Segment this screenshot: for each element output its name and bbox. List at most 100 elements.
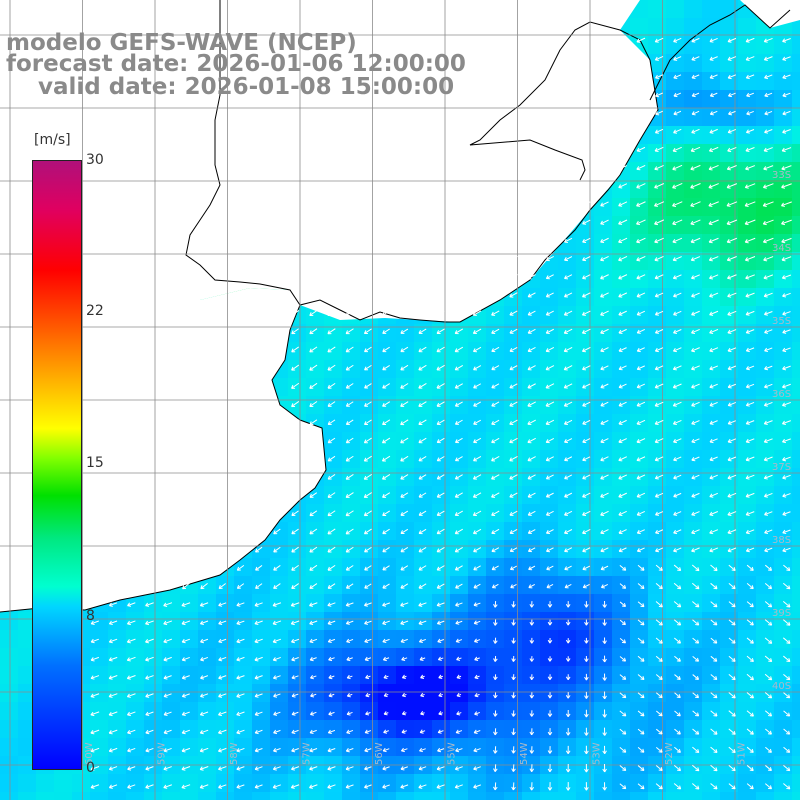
wind-cell [792, 216, 800, 235]
wind-cell [522, 792, 541, 800]
wind-cell [666, 252, 685, 271]
wind-cell [414, 522, 433, 541]
wind-arrow [672, 146, 682, 153]
wind-cell [594, 234, 613, 253]
wind-cell [594, 576, 613, 595]
wind-arrow [563, 201, 573, 207]
wind-arrow [565, 601, 571, 608]
wind-cell [378, 378, 397, 397]
wind-cell [342, 450, 361, 469]
wind-cell [450, 666, 469, 685]
wind-arrow [418, 492, 427, 498]
wind-cell [126, 756, 145, 775]
wind-arrow [709, 329, 719, 335]
wind-cell [666, 612, 685, 631]
wind-arrow [511, 692, 516, 699]
wind-cell [306, 666, 325, 685]
wind-cell [612, 540, 631, 559]
wind-arrow [436, 456, 445, 462]
wind-arrow [619, 637, 626, 644]
wind-arrow [236, 747, 245, 753]
wind-arrow [327, 583, 336, 589]
wind-arrow [200, 656, 209, 662]
wind-arrow [602, 691, 607, 700]
wind-arrow [691, 110, 700, 116]
wind-arrow [309, 492, 318, 498]
wind-arrow [145, 693, 154, 698]
wind-cell [792, 36, 800, 55]
wind-arrow [473, 346, 482, 353]
wind-arrow [728, 728, 736, 735]
wind-arrow [637, 655, 645, 662]
wind-cell [378, 756, 397, 775]
wind-arrow [636, 146, 646, 152]
wind-cell [306, 792, 325, 800]
wind-cell [288, 792, 307, 800]
wind-arrow [472, 510, 482, 517]
wind-arrow [745, 329, 755, 334]
wind-cell [108, 666, 127, 685]
wind-cell [378, 684, 397, 703]
wind-arrow [418, 437, 427, 444]
wind-cell [396, 324, 415, 343]
wind-cell [414, 612, 433, 631]
wind-arrow [746, 564, 754, 571]
wind-arrow [545, 219, 555, 225]
wind-cell [540, 594, 559, 613]
wind-cell [378, 486, 397, 505]
wind-cell [792, 198, 800, 217]
wind-arrow [236, 583, 245, 589]
wind-arrow [291, 346, 300, 353]
wind-cell [684, 180, 703, 199]
wind-arrow [618, 510, 627, 516]
wind-cell [648, 774, 667, 793]
wind-arrow [291, 364, 300, 371]
wind-arrow [200, 582, 208, 590]
wind-arrow [564, 237, 573, 243]
wind-arrow [472, 292, 482, 298]
wind-arrow [764, 311, 773, 316]
wind-arrow [363, 528, 372, 535]
wind-cell [612, 792, 631, 800]
wind-arrow [545, 256, 554, 262]
wind-arrow [401, 692, 407, 698]
wind-arrow [782, 311, 791, 316]
wind-cell [288, 558, 307, 577]
wind-arrow [545, 274, 554, 280]
wind-cell [414, 630, 433, 649]
wind-arrow [218, 546, 227, 553]
wind-cell [522, 378, 541, 397]
latitude-label: 33S [772, 170, 791, 181]
wind-cell [774, 792, 793, 800]
wind-arrow [218, 675, 227, 680]
wind-arrow [255, 546, 263, 553]
wind-arrow [655, 529, 664, 535]
wind-arrow [709, 474, 718, 480]
wind-arrow [509, 437, 518, 444]
wind-cell [522, 432, 541, 451]
wind-cell [720, 612, 739, 631]
wind-arrow [709, 128, 718, 134]
wind-arrow [728, 655, 736, 662]
wind-arrow [199, 747, 209, 753]
wind-cell [378, 468, 397, 487]
wind-arrow [345, 364, 354, 371]
wind-cell [396, 792, 415, 800]
wind-arrow [345, 437, 354, 444]
wind-arrow [181, 729, 191, 735]
wind-arrow [782, 92, 791, 98]
wind-cell [342, 360, 361, 379]
wind-arrow [727, 310, 737, 316]
wind-arrow [654, 219, 665, 226]
wind-cell [288, 396, 307, 415]
wind-cell [756, 576, 775, 595]
wind-arrow [637, 710, 645, 717]
wind-arrow [328, 693, 335, 698]
wind-arrow [511, 674, 516, 681]
wind-arrow [509, 510, 518, 516]
wind-cell [576, 270, 595, 289]
wind-arrow [783, 655, 791, 663]
wind-arrow [762, 237, 774, 244]
wind-arrow [309, 328, 318, 335]
wind-arrow [90, 729, 100, 735]
